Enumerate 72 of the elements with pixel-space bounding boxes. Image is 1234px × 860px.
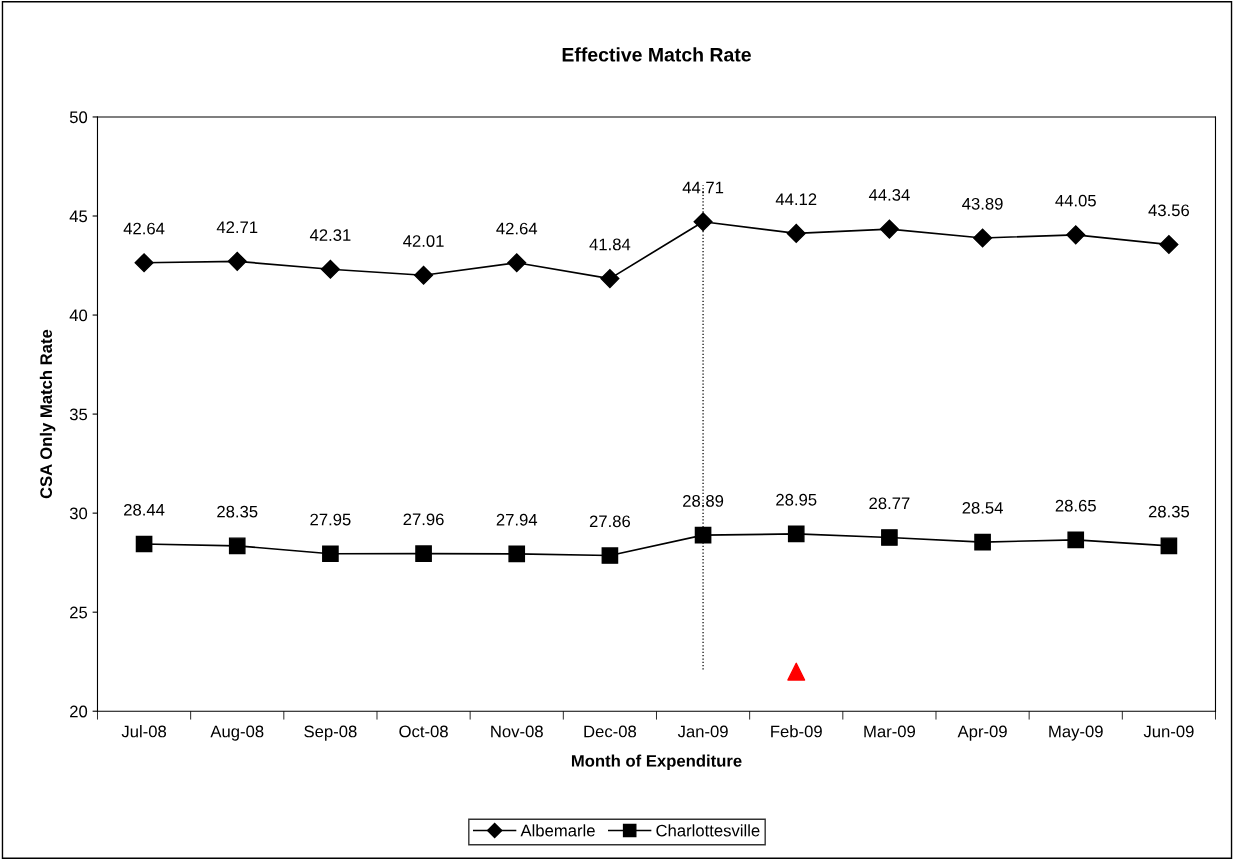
point [786,223,806,243]
x-tick-label: Jan-09 [677,725,728,738]
legend-label: Charlottesville [656,824,760,837]
data-label: 43.89 [962,197,1003,210]
x-tick-label: Dec-08 [584,725,637,738]
y-tick-label: 50 [69,111,88,124]
data-label: 41.84 [589,238,631,251]
x-tick-label: Mar-09 [864,725,916,738]
y-tick-label: 30 [69,507,88,520]
data-label: 28.95 [776,493,817,506]
point [322,545,339,563]
y-tick-label: 25 [70,606,88,619]
data-label: 42.64 [496,222,538,235]
y-tick-label: 35 [69,408,88,421]
data-label: 42.64 [123,222,165,235]
x-axis-title: Month of Expenditure [571,754,742,771]
data-label: 28.44 [124,503,165,516]
data-label: 44.71 [682,181,724,194]
point [134,253,154,273]
y-tick-label: 20 [70,705,88,718]
data-label: 28.77 [869,497,910,510]
point [1067,531,1085,549]
data-label: 27.94 [496,513,538,526]
x-tick-label: Jul-08 [121,725,167,738]
point [414,265,434,285]
point [320,259,340,279]
data-label: 44.34 [868,188,910,201]
x-tick-label: Feb-09 [771,725,822,738]
point [974,533,991,551]
data-label: 27.95 [310,513,351,526]
point [694,526,712,544]
data-label: 44.05 [1055,194,1096,207]
point [415,545,432,562]
point [1160,537,1178,555]
point [881,529,898,546]
point [1159,234,1179,255]
legend-label: Albemarle [520,824,595,837]
data-label: 28.54 [962,501,1003,514]
point [508,545,526,563]
data-label: 42.01 [403,235,444,247]
data-label: 42.71 [216,221,258,233]
point [135,535,153,553]
point [879,219,899,239]
point [973,228,993,248]
x-tick-label: Aug-08 [210,725,264,741]
data-label: 28.35 [1148,505,1190,518]
point [601,547,619,564]
x-tick-label: May-09 [1049,725,1103,741]
chart-title: Effective Match Rate [562,47,751,62]
x-tick-label: Nov-08 [491,725,543,738]
point [228,537,246,555]
data-label: 28.89 [683,495,724,507]
data-label: 42.31 [309,229,351,241]
y-tick-label: 45 [69,210,88,223]
point [1066,225,1086,245]
point [693,212,713,232]
data-label: 43.56 [1148,204,1190,217]
x-tick-label: Jun-09 [1143,725,1194,738]
x-tick-label: Oct-08 [399,725,448,738]
data-label: 27.96 [403,513,444,526]
data-label: 28.35 [217,505,258,518]
x-tick-label: Sep-08 [304,725,357,741]
point [600,269,620,289]
data-label: 44.12 [775,193,817,205]
x-tick-label: Apr-09 [957,725,1007,741]
y-tick-label: 40 [69,309,88,322]
point [227,251,247,271]
point [507,253,527,273]
point [787,525,805,543]
data-label: 27.86 [589,515,631,528]
y-axis-title: CSA Only Match Rate [39,329,56,499]
data-label: 28.65 [1055,499,1096,512]
